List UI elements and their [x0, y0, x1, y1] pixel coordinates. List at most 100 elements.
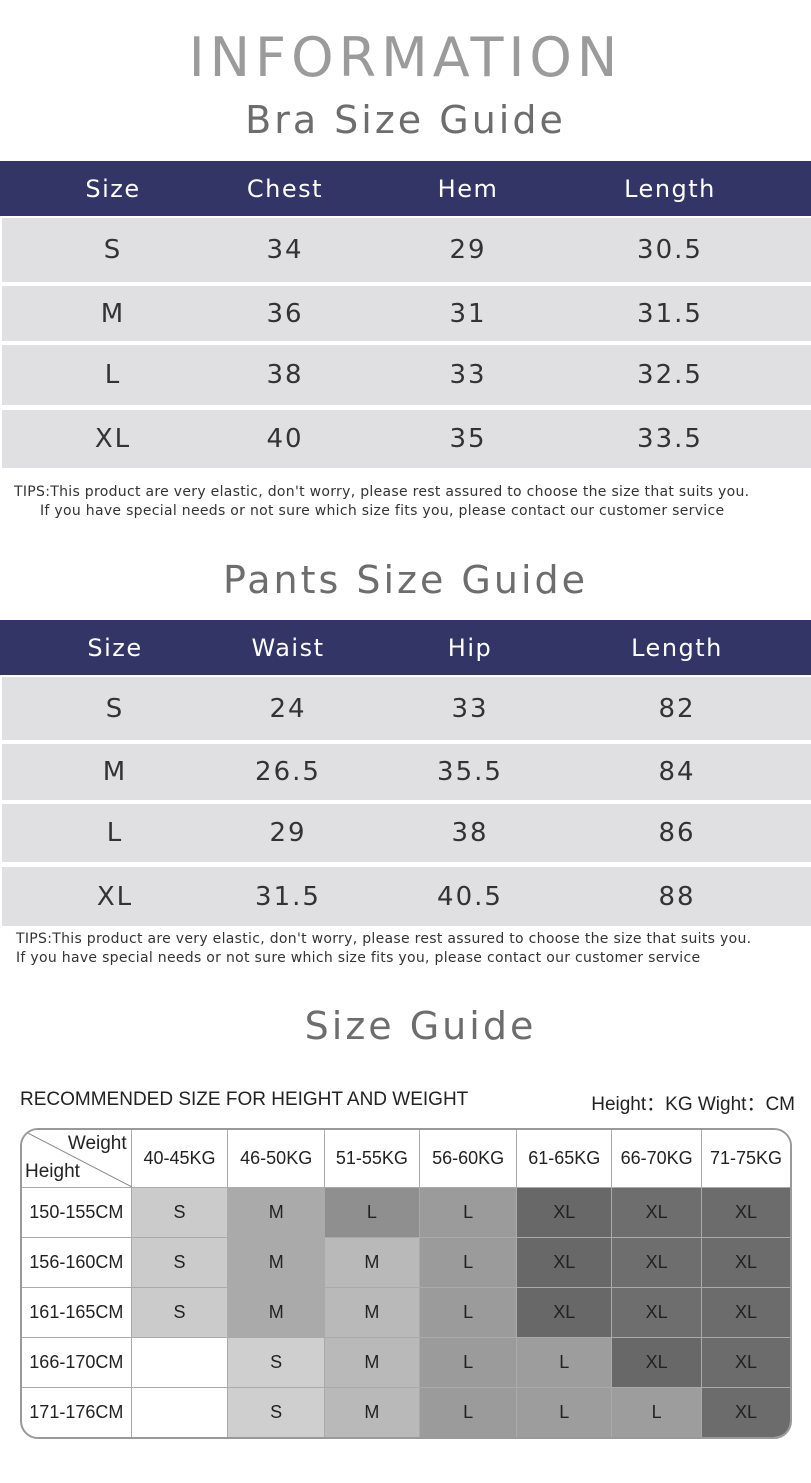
table-cell: 32.5	[637, 360, 703, 390]
table-cell: 33	[449, 360, 487, 390]
table-row: M 26.5 35.5 84	[2, 744, 811, 800]
size-cell: M	[325, 1388, 420, 1437]
size-cell: L	[612, 1388, 703, 1437]
corner-cell: Weight Height	[22, 1130, 132, 1188]
size-cell: M	[325, 1288, 420, 1338]
table-cell: 35	[449, 424, 487, 454]
table-row: 150-155CM S M L L XL XL XL	[22, 1188, 790, 1238]
pants-guide-title: Pants Size Guide	[222, 558, 589, 602]
column-header: Size	[87, 633, 143, 662]
size-cell: XL	[702, 1288, 790, 1338]
size-cell: M	[228, 1288, 326, 1338]
size-cell: XL	[612, 1288, 703, 1338]
height-weight-table: Weight Height 40-45KG 46-50KG 51-55KG 56-60…	[20, 1128, 792, 1439]
size-cell	[131, 1338, 229, 1388]
table-row: 161-165CM S M M L XL XL XL	[22, 1288, 790, 1338]
size-cell: M	[325, 1238, 420, 1288]
size-cell: XL	[612, 1238, 703, 1288]
weight-header-row: Weight Height 40-45KG 46-50KG 51-55KG 56-60…	[22, 1130, 790, 1188]
table-cell: 88	[658, 881, 696, 912]
column-header: Length	[624, 174, 716, 203]
column-header: Hip	[447, 633, 493, 662]
page-title: INFORMATION	[188, 26, 623, 89]
table-cell: L	[104, 360, 122, 390]
table-cell: 31	[449, 298, 487, 329]
table-cell: 33	[451, 693, 489, 724]
size-cell: L	[419, 1388, 518, 1437]
recommended-label: RECOMMENDED SIZE FOR HEIGHT AND WEIGHT	[20, 1089, 469, 1110]
weight-header: 71-75KG	[702, 1130, 790, 1188]
table-row: S 24 33 82	[2, 677, 811, 740]
size-cell: M	[325, 1338, 420, 1388]
bra-tip-2: If you have special needs or not sure wh…	[40, 503, 725, 519]
table-cell: 38	[451, 818, 489, 848]
size-cell: XL	[517, 1288, 613, 1338]
table-cell: M	[100, 298, 126, 329]
size-cell: M	[228, 1238, 326, 1288]
table-row: XL 31.5 40.5 88	[2, 867, 811, 926]
size-guide-title: Size Guide	[304, 1004, 537, 1048]
table-cell: 29	[449, 235, 487, 265]
table-cell: XL	[96, 881, 134, 912]
table-cell: 33.5	[637, 424, 703, 454]
table-cell: S	[103, 235, 123, 265]
size-cell: XL	[702, 1188, 790, 1238]
bra-tip-1: TIPS:This product are very elastic, don'…	[14, 484, 750, 500]
bra-guide-title: Bra Size Guide	[245, 98, 566, 142]
weight-header: 61-65KG	[517, 1130, 613, 1188]
height-label: 156-160CM	[22, 1238, 132, 1288]
size-cell: XL	[702, 1388, 790, 1437]
table-cell: 35.5	[437, 757, 503, 787]
size-cell: L	[419, 1238, 518, 1288]
table-cell: 34	[266, 235, 304, 265]
pants-tip-2: If you have special needs or not sure wh…	[16, 950, 701, 966]
size-cell: XL	[612, 1188, 703, 1238]
column-header: Size	[85, 174, 141, 203]
table-cell: 26.5	[255, 757, 321, 787]
size-cell: L	[325, 1188, 420, 1238]
weight-header: 46-50KG	[228, 1130, 326, 1188]
table-cell: 84	[658, 757, 696, 787]
size-cell: XL	[702, 1338, 790, 1388]
table-cell: 86	[658, 818, 696, 848]
size-cell: M	[228, 1188, 326, 1238]
size-cell: XL	[702, 1238, 790, 1288]
table-cell: 30.5	[637, 235, 703, 265]
table-row: 156-160CM S M M L XL XL XL	[22, 1238, 790, 1288]
size-cell: L	[419, 1338, 518, 1388]
table-row: L 29 38 86	[2, 804, 811, 862]
size-cell: S	[228, 1388, 326, 1437]
size-cell: L	[517, 1338, 613, 1388]
table-cell: 36	[266, 298, 304, 329]
column-header: Length	[631, 633, 723, 662]
table-cell: 40	[266, 424, 304, 454]
size-cell: L	[419, 1188, 518, 1238]
size-cell: S	[131, 1288, 229, 1338]
bra-table-header: Size Chest Hem Length	[0, 161, 811, 216]
height-label: 150-155CM	[22, 1188, 132, 1238]
table-row: 166-170CM S M L L XL XL	[22, 1338, 790, 1388]
height-label: 161-165CM	[22, 1288, 132, 1338]
table-cell: S	[105, 693, 125, 724]
table-cell: 29	[269, 818, 307, 848]
table-row: L 38 33 32.5	[2, 345, 811, 405]
table-cell: L	[106, 818, 124, 848]
units-label: Height：KG Wight：CM	[591, 1094, 795, 1115]
size-cell: S	[228, 1338, 326, 1388]
column-header: Chest	[246, 174, 324, 203]
table-cell: 40.5	[437, 881, 503, 912]
column-header: Hem	[437, 174, 499, 203]
size-cell: S	[131, 1188, 229, 1238]
size-cell: XL	[517, 1238, 613, 1288]
table-cell: 31.5	[255, 881, 321, 912]
size-cell: S	[131, 1238, 229, 1288]
table-cell: 24	[269, 693, 307, 724]
weight-header: 51-55KG	[325, 1130, 420, 1188]
table-row: S 34 29 30.5	[2, 218, 811, 282]
table-row: 171-176CM S M L L L XL	[22, 1388, 790, 1437]
weight-header: 56-60KG	[419, 1130, 518, 1188]
size-cell: L	[419, 1288, 518, 1338]
table-cell: 31.5	[637, 298, 703, 329]
weight-header: 66-70KG	[612, 1130, 703, 1188]
